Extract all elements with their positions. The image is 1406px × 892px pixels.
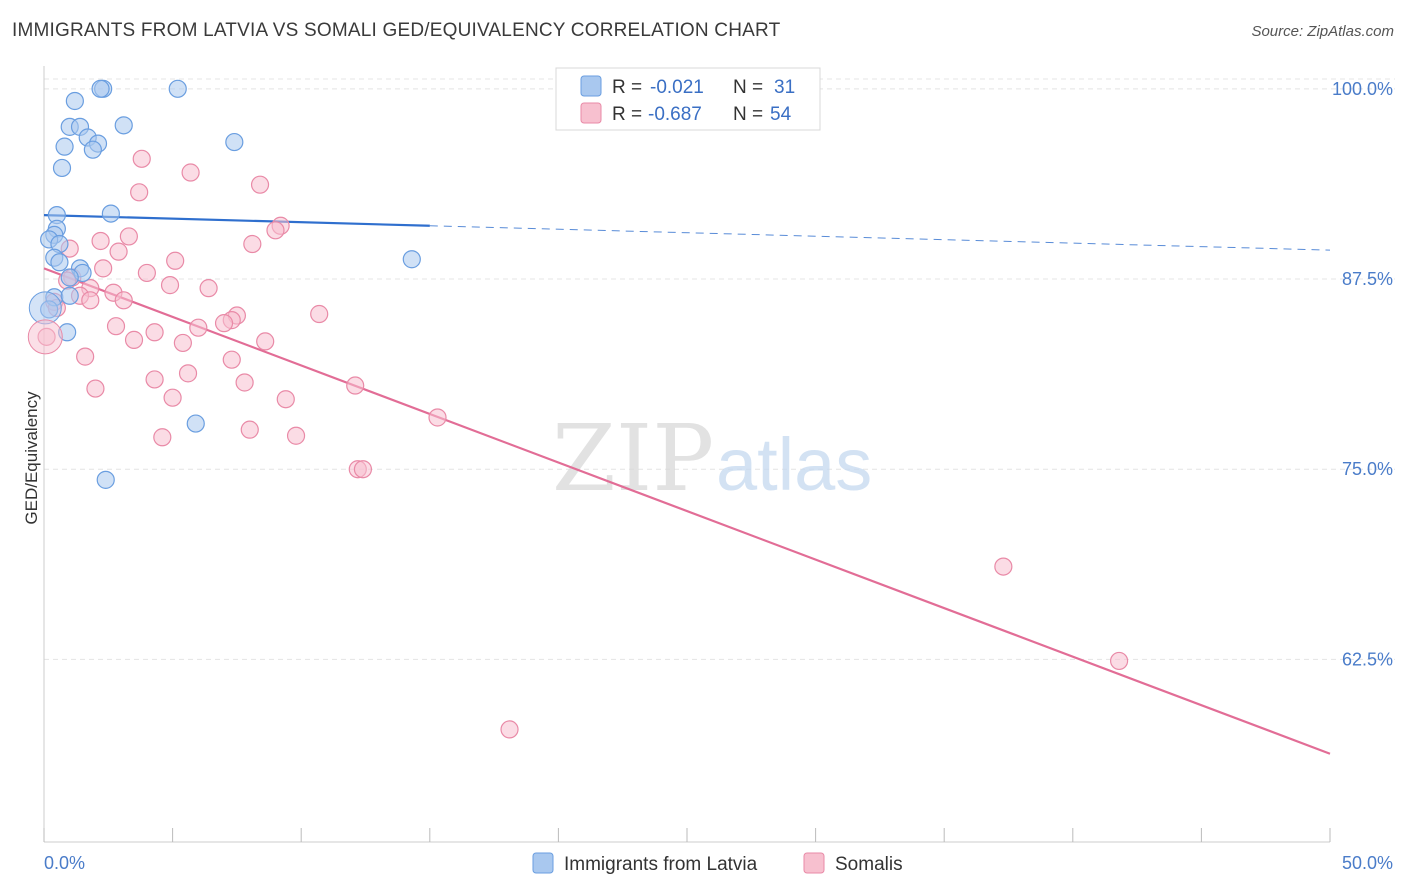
bottom-legend-label-somalis: Somalis (835, 854, 903, 875)
data-point-latvia (168, 79, 187, 98)
data-point-somalis (310, 304, 329, 324)
data-point-somalis (119, 227, 138, 246)
data-point-somalis (106, 317, 126, 336)
data-point-latvia (83, 140, 102, 159)
data-point-somalis (266, 221, 285, 240)
grid-lines (44, 78, 1395, 660)
data-point-somalis (173, 333, 192, 353)
data-point-latvia (186, 414, 205, 433)
data-point-somalis (214, 314, 234, 333)
legend-n-value-somalis: 54 (770, 104, 792, 125)
data-point-somalis (76, 347, 95, 366)
bottom-legend-swatch-somalis (803, 852, 825, 874)
data-point-somalis (91, 231, 110, 251)
series-legend: Immigrants from Latvia Somalis (532, 852, 903, 875)
data-point-somalis (137, 263, 156, 283)
bottom-legend-swatch-latvia (532, 852, 554, 874)
legend-r-value-latvia: -0.021 (650, 77, 704, 98)
trend-line-somalis (43, 267, 1331, 755)
legend-r-value-somalis: -0.687 (648, 104, 702, 125)
data-point-somalis (222, 350, 241, 369)
legend-r-label-latvia: R = (612, 77, 642, 98)
data-point-somalis (286, 426, 306, 445)
data-point-latvia (55, 137, 74, 156)
data-point-somalis (428, 408, 447, 427)
chart-title: IMMIGRANTS FROM LATVIA VS SOMALI GED/EQU… (12, 20, 781, 41)
data-point-latvia (60, 268, 79, 287)
legend-n-label-latvia: N = (733, 77, 763, 98)
data-point-latvia (225, 132, 244, 152)
legend-r-label-somalis: R = (612, 104, 642, 125)
data-point-somalis (114, 291, 133, 310)
data-point-somalis (189, 318, 208, 337)
axes: 62.5% 75.0% 87.5% 100.0% 0.0% 50.0% (43, 66, 1393, 873)
data-point-latvia (50, 253, 69, 272)
data-point-somalis (109, 242, 128, 261)
data-point-latvia (114, 116, 133, 135)
data-point-somalis (130, 183, 149, 202)
trend-line-latvia (43, 214, 430, 227)
data-point-somalis (1109, 651, 1129, 671)
data-point-latvia (402, 250, 421, 269)
data-point-somalis (86, 379, 105, 398)
data-point-somalis (153, 428, 172, 447)
data-point-somalis (235, 373, 254, 392)
data-point-latvia (65, 91, 84, 111)
data-point-latvia (96, 470, 115, 489)
y-tick-label: 100.0% (1332, 79, 1393, 99)
data-point-somalis (145, 323, 164, 342)
correlation-legend: R = -0.021 N = 31 R = -0.687 N = 54 (555, 67, 821, 131)
data-point-somalis (346, 376, 365, 395)
data-point-somalis (250, 175, 270, 194)
data-point-somalis (124, 330, 144, 349)
data-point-somalis (243, 234, 262, 254)
data-point-cluster-latvia (28, 291, 62, 325)
legend-swatch-latvia (580, 75, 602, 97)
data-point-somalis (160, 276, 180, 295)
x-tick-label-min: 0.0% (44, 853, 85, 873)
data-point-somalis (132, 149, 151, 168)
data-point-latvia (91, 79, 110, 98)
data-point-somalis (178, 364, 198, 383)
data-point-somalis (181, 163, 200, 182)
x-tick-label-max: 50.0% (1342, 853, 1393, 873)
source-label: Source: ZipAtlas.com (1251, 23, 1394, 40)
watermark: ZIP atlas (552, 405, 872, 512)
data-points (27, 79, 1129, 739)
data-point-somalis (240, 420, 259, 439)
data-point-latvia (101, 204, 120, 223)
y-tick-label: 87.5% (1342, 269, 1393, 289)
data-point-somalis (199, 279, 218, 298)
data-point-somalis (256, 332, 275, 351)
watermark-atlas: atlas (716, 423, 872, 506)
data-point-cluster-somalis (27, 319, 63, 355)
data-point-somalis (145, 370, 164, 389)
data-point-somalis (276, 390, 295, 409)
legend-n-label-somalis: N = (733, 104, 763, 125)
y-tick-label: 62.5% (1342, 649, 1393, 669)
trend-line-latvia-extension (429, 225, 1331, 251)
data-point-somalis (500, 720, 519, 739)
data-point-somalis (163, 388, 182, 407)
y-tick-label: 75.0% (1342, 459, 1393, 479)
legend-n-value-latvia: 31 (774, 77, 795, 98)
data-point-latvia (60, 286, 79, 305)
data-point-somalis (94, 259, 113, 278)
data-point-somalis (166, 251, 185, 270)
data-point-somalis (353, 460, 373, 479)
data-point-latvia (52, 158, 72, 178)
legend-swatch-somalis (580, 102, 602, 124)
y-axis-label: GED/Equivalency (22, 391, 41, 525)
bottom-legend-label-latvia: Immigrants from Latvia (564, 854, 758, 875)
watermark-zip: ZIP (552, 405, 714, 512)
data-point-somalis (81, 291, 100, 310)
data-point-somalis (994, 557, 1013, 576)
